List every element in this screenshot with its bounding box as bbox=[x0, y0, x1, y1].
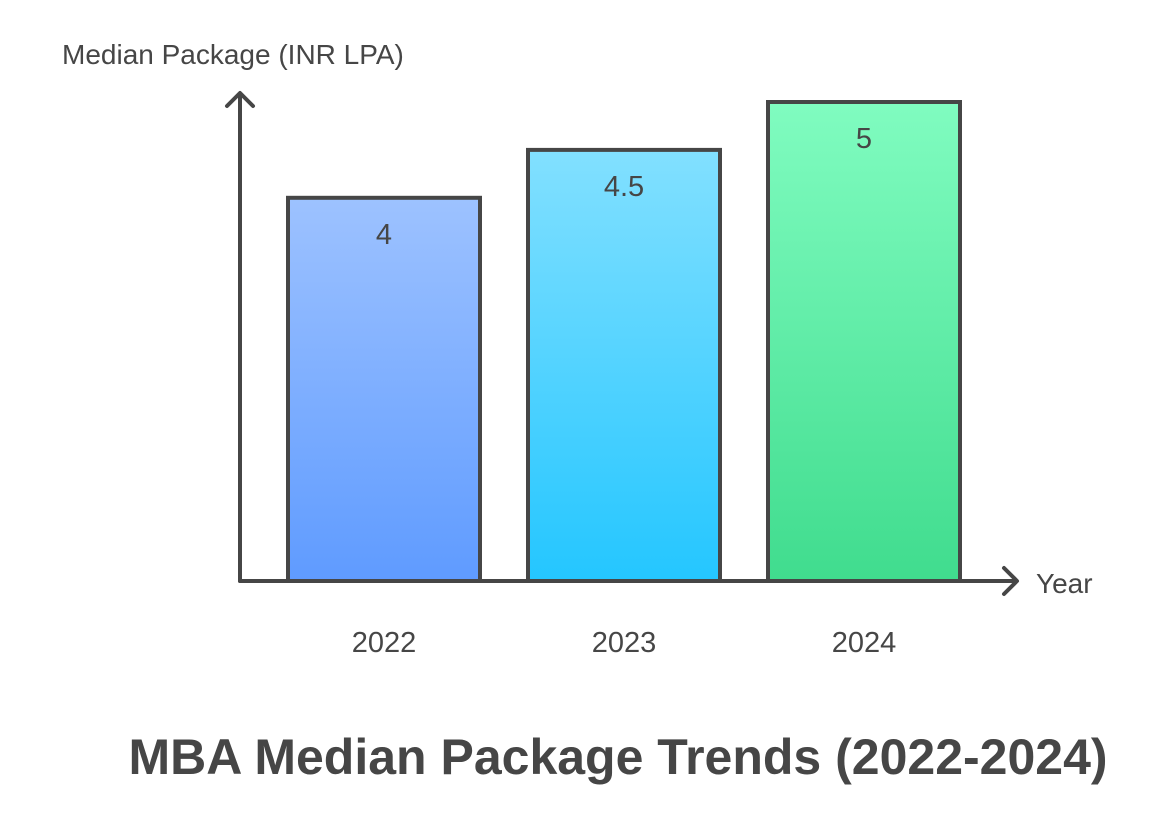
bar-2023 bbox=[526, 147, 722, 583]
x-tick-label-2024: 2024 bbox=[832, 627, 897, 659]
bars-group bbox=[286, 100, 962, 584]
bar-2022 bbox=[286, 195, 482, 584]
data-label-2022: 4 bbox=[376, 219, 392, 251]
y-axis-label: Median Package (INR LPA) bbox=[62, 39, 404, 70]
x-axis-arrowhead bbox=[1002, 566, 1019, 596]
bar-2024 bbox=[766, 100, 962, 583]
x-axis-label: Year bbox=[1036, 568, 1093, 599]
axes-group bbox=[225, 91, 1019, 596]
chart-title: MBA Median Package Trends (2022-2024) bbox=[128, 729, 1108, 785]
data-label-2024: 5 bbox=[856, 123, 872, 155]
x-tick-label-2023: 2023 bbox=[592, 627, 657, 659]
x-tick-label-2022: 2022 bbox=[352, 627, 417, 659]
labels-group: 4 2022 4.5 2023 5 2024 bbox=[352, 123, 897, 659]
data-label-2023: 4.5 bbox=[604, 171, 644, 203]
y-axis-arrowhead bbox=[225, 91, 255, 108]
